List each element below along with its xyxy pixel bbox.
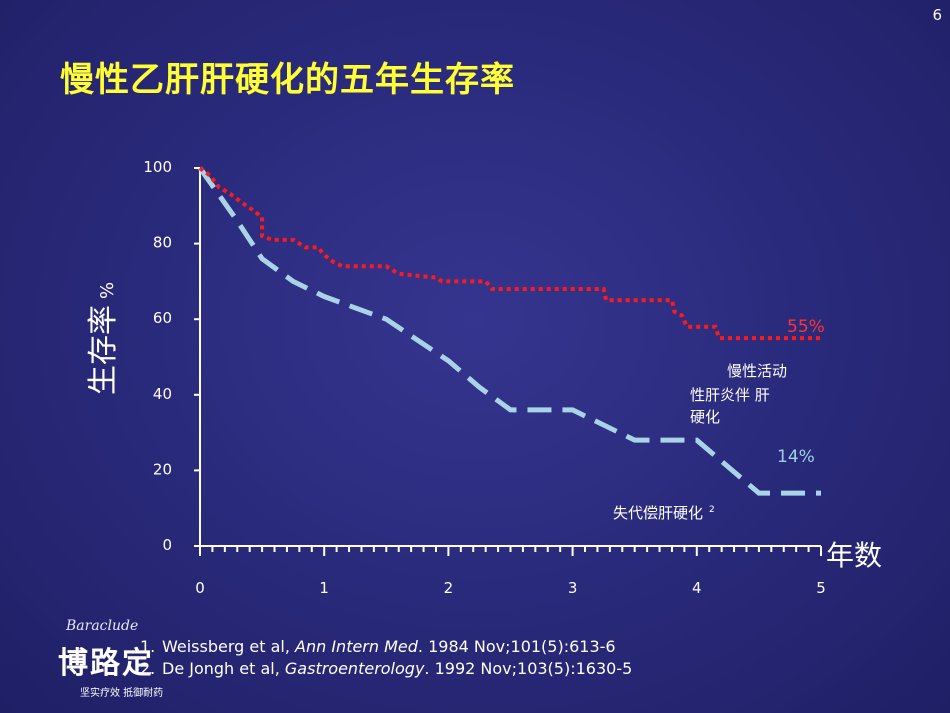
reference-journal: Ann Intern Med — [295, 637, 418, 656]
y-tick-label: 80 — [153, 234, 172, 252]
references: 1. Weissberg et al, Ann Intern Med. 1984 … — [140, 636, 632, 680]
x-tick-label: 1 — [319, 579, 329, 597]
reference-number: 1. — [140, 637, 156, 656]
series-label-superscript: 2 — [709, 505, 715, 515]
series-line-active-hepatitis — [198, 166, 821, 341]
reference-authors: De Jongh et al, — [162, 659, 285, 678]
y-tick-label: 0 — [162, 536, 172, 554]
series-line-decompensated — [197, 166, 821, 496]
logo-brand-en: Baraclude — [66, 618, 139, 634]
reference-authors: Weissberg et al, — [162, 637, 296, 656]
y-tick-label: 40 — [153, 385, 172, 403]
reference-number: 2. — [140, 659, 156, 678]
y-tick-label: 20 — [153, 460, 172, 478]
reference-1: 1. Weissberg et al, Ann Intern Med. 1984 … — [140, 636, 632, 658]
series-end-label-55: 55% — [787, 317, 825, 337]
logo-tagline: 坚实疗效 抵御耐药 — [80, 688, 164, 699]
series-end-label-14: 14% — [777, 447, 815, 467]
x-tick-label: 3 — [568, 579, 578, 597]
series-label-decompensated: 失代偿肝硬化 2 — [613, 504, 715, 522]
series-label-active-hepatitis: 硬化 — [690, 408, 720, 426]
series-label-active-hepatitis: 性肝炎伴 肝 — [690, 386, 770, 404]
y-tick-label: 60 — [153, 309, 172, 327]
reference-citation: . 1984 Nov;101(5):613-6 — [417, 637, 616, 656]
baraclude-logo: Baraclude 博路定 坚实疗效 抵御耐药 — [58, 612, 178, 702]
logo-brand-cn: 博路定 — [58, 646, 154, 681]
x-tick-label: 4 — [692, 579, 702, 597]
slide-number: 6 — [932, 6, 942, 24]
series-label-active-hepatitis: 慢性活动 — [727, 362, 787, 380]
x-tick-label: 2 — [444, 579, 454, 597]
x-tick-label: 0 — [195, 579, 205, 597]
reference-2: 2. De Jongh et al, Gastroenterology. 1992… — [140, 658, 632, 680]
reference-journal: Gastroenterology — [284, 659, 425, 678]
slide-title: 慢性乙肝肝硬化的五年生存率 — [60, 60, 515, 100]
x-tick-label: 5 — [816, 579, 826, 597]
x-axis-title: 年数 — [826, 539, 882, 572]
reference-citation: . 1992 Nov;103(5):1630-5 — [424, 659, 633, 678]
y-tick-label: 100 — [143, 158, 172, 176]
